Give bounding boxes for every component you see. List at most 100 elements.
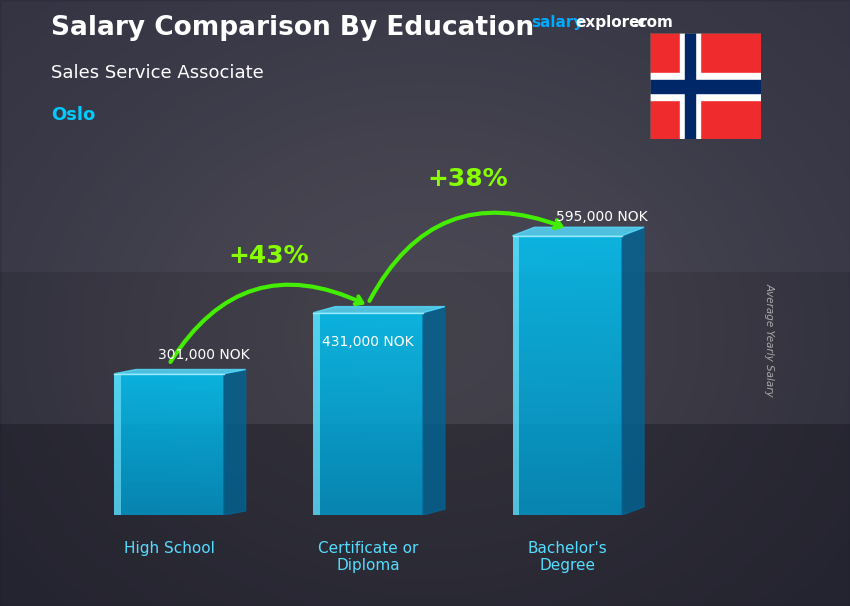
Bar [314, 419, 423, 422]
Bar [114, 444, 224, 446]
Bar [314, 363, 423, 366]
Bar [114, 451, 224, 453]
Bar [114, 494, 224, 496]
Bar [314, 394, 423, 396]
Bar [513, 498, 622, 501]
Bar [314, 399, 423, 401]
Bar [114, 459, 224, 461]
Bar [513, 404, 622, 407]
Bar [114, 416, 224, 418]
Bar [314, 487, 423, 490]
Bar [114, 381, 224, 382]
Bar [314, 366, 423, 368]
Bar [513, 480, 622, 484]
Bar [513, 256, 622, 260]
Bar [114, 432, 224, 434]
Bar [650, 73, 761, 99]
Bar [114, 391, 224, 393]
Bar [513, 246, 622, 250]
Polygon shape [114, 370, 246, 374]
Bar [114, 405, 224, 407]
Bar [114, 382, 224, 384]
Bar [314, 444, 423, 447]
Bar [513, 372, 622, 375]
Bar [513, 477, 622, 480]
Bar [513, 236, 519, 515]
Bar [314, 328, 423, 330]
Bar [114, 425, 224, 427]
Bar [314, 414, 423, 416]
Bar [114, 490, 224, 492]
Bar [513, 487, 622, 491]
Bar [114, 423, 224, 425]
Bar [114, 413, 224, 415]
Bar [314, 454, 423, 457]
Bar [114, 379, 224, 381]
Bar [314, 474, 423, 477]
Bar [114, 478, 224, 480]
Bar [314, 323, 423, 325]
Bar [513, 393, 622, 396]
Bar [314, 485, 423, 487]
Bar [314, 459, 423, 462]
Text: Average Yearly Salary: Average Yearly Salary [764, 282, 774, 396]
Bar [114, 471, 224, 473]
Bar [680, 33, 700, 139]
Bar [314, 321, 423, 323]
Bar [314, 424, 423, 427]
Bar [513, 358, 622, 361]
Bar [114, 473, 224, 474]
Bar [314, 401, 423, 404]
Bar [314, 470, 423, 472]
Bar [513, 242, 622, 246]
Bar [314, 356, 423, 358]
Bar [114, 485, 224, 487]
Polygon shape [513, 227, 644, 236]
Bar [314, 351, 423, 353]
Bar [513, 333, 622, 337]
Bar [314, 371, 423, 373]
Bar [314, 391, 423, 394]
Bar [314, 384, 423, 386]
Bar [513, 491, 622, 494]
Bar [114, 399, 224, 400]
Bar [513, 448, 622, 452]
Bar [114, 508, 224, 510]
Bar [513, 505, 622, 508]
Bar [314, 416, 423, 419]
Bar [314, 442, 423, 444]
Bar [114, 461, 224, 462]
Bar [513, 355, 622, 358]
Bar [513, 438, 622, 442]
Text: 431,000 NOK: 431,000 NOK [322, 335, 414, 349]
Bar [314, 345, 423, 348]
Bar [314, 490, 423, 492]
Bar [513, 494, 622, 498]
Bar [314, 315, 423, 318]
Bar [314, 482, 423, 485]
Bar [314, 510, 423, 513]
Bar [513, 421, 622, 424]
Bar [513, 435, 622, 438]
Bar [114, 442, 224, 444]
Bar [114, 480, 224, 482]
Bar [314, 429, 423, 431]
Bar [513, 253, 622, 256]
Bar [314, 427, 423, 429]
Bar [114, 492, 224, 494]
Bar [114, 386, 224, 388]
Text: 595,000 NOK: 595,000 NOK [557, 210, 648, 224]
Text: Sales Service Associate: Sales Service Associate [51, 64, 264, 82]
Bar [314, 464, 423, 467]
Bar [314, 325, 423, 328]
Bar [314, 498, 423, 500]
Bar [314, 500, 423, 502]
Bar [513, 260, 622, 264]
Text: High School: High School [123, 541, 214, 556]
Bar [513, 323, 622, 327]
Text: Certificate or
Diploma: Certificate or Diploma [318, 541, 418, 573]
Bar [114, 513, 224, 515]
Bar [114, 462, 224, 464]
Bar [114, 428, 224, 430]
Bar [114, 418, 224, 420]
